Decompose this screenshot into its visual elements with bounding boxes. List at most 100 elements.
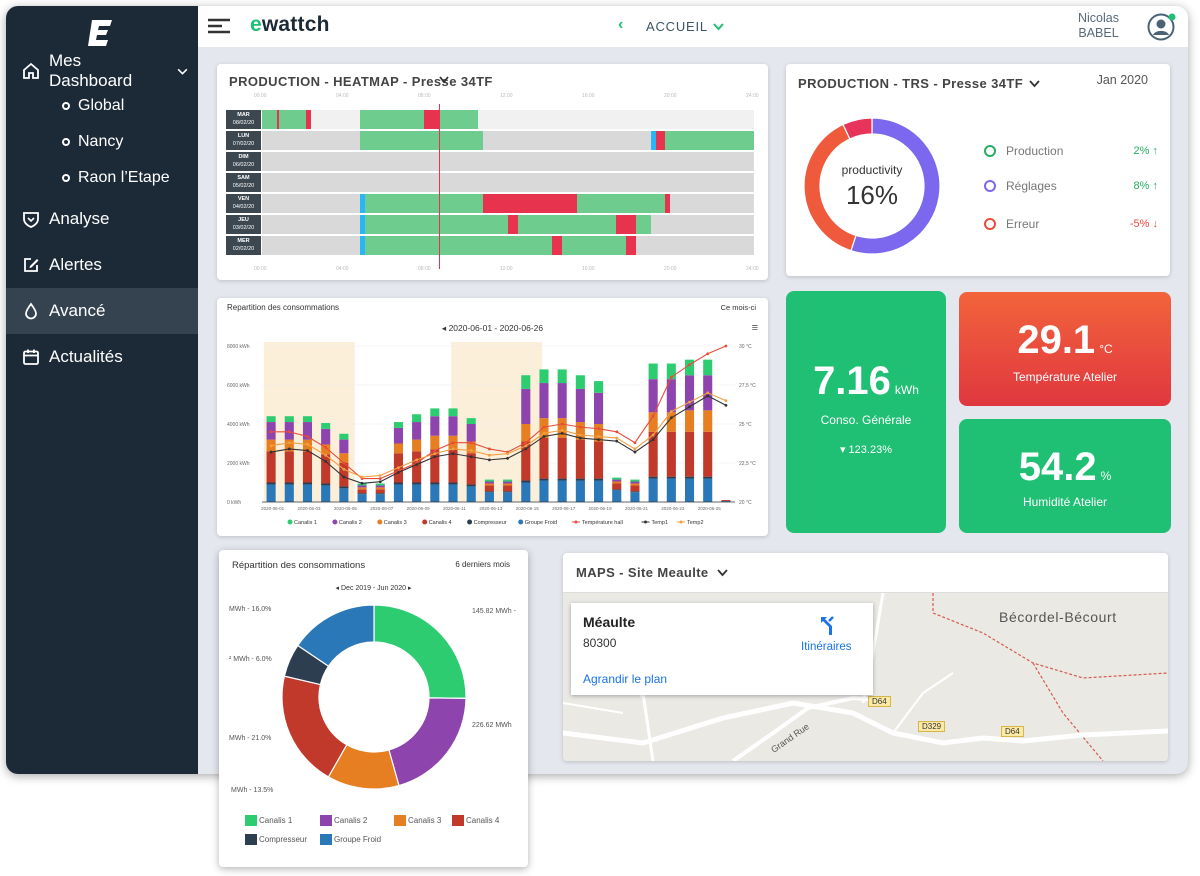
heatmap-day-label: LUN 07/02/20 (226, 131, 261, 150)
donut-slice-production (842, 117, 873, 140)
ewattch-logo-icon[interactable] (88, 18, 114, 48)
bar-segment (521, 482, 531, 502)
chart-menu-icon[interactable]: ≡ (751, 322, 758, 334)
trs-center-label: productivity (841, 163, 903, 177)
heatmap-row[interactable] (262, 194, 754, 213)
conso-period-button[interactable]: Ce mois-ci (720, 303, 756, 312)
bar-segment (448, 484, 458, 502)
logo-accent: e (250, 13, 262, 36)
bar-segment (484, 492, 494, 502)
bar-segment (648, 363, 658, 380)
heatmap-row[interactable] (262, 131, 754, 150)
bar-segment (302, 482, 313, 485)
pie-period[interactable]: 6 derniers mois (455, 560, 510, 569)
sidebar-subitem-label: Raon l’Etape (78, 169, 170, 186)
donut-slice-groupe-froid (296, 604, 375, 668)
sidebar-item-label: Analyse (49, 209, 110, 228)
hour-tick: 20:00 (664, 266, 677, 272)
arrow-up-icon: ↑ (1152, 180, 1159, 192)
pie-legend-item[interactable]: Canalis 2 (320, 815, 367, 826)
heatmap-day-label: SAM 05/02/20 (226, 173, 261, 192)
chevron-down-icon[interactable] (439, 76, 449, 84)
line-point (542, 425, 546, 429)
bar-segment (466, 486, 476, 502)
road-badge: D64 (868, 696, 891, 707)
pie-legend-item[interactable]: Groupe Froid (320, 834, 381, 845)
avatar-icon[interactable] (1147, 12, 1177, 42)
sidebar-item-analyse[interactable]: Analyse (6, 197, 198, 241)
caret-right-icon[interactable]: ▸ (407, 585, 412, 592)
legend-swatch (467, 519, 473, 525)
hour-tick: 24:00 (746, 93, 759, 99)
line-point (597, 427, 600, 431)
bar-segment (357, 494, 367, 502)
bar-segment (703, 431, 713, 477)
map-directions-link[interactable]: Itinéraires (801, 641, 852, 653)
shield-icon (23, 212, 39, 228)
line-point (342, 467, 346, 471)
bullet-icon (62, 102, 70, 110)
pie-legend-item[interactable]: Canalis 4 (452, 815, 499, 826)
heatmap-title: PRODUCTION - HEATMAP - Presse 34TF (229, 74, 493, 89)
bar-segment (703, 478, 713, 502)
sidebar-item-label: Mes Dashboard (49, 51, 133, 90)
legend-label: Compresseur (259, 835, 308, 844)
bar-segment (521, 375, 531, 389)
sidebar-subitem-raon[interactable]: Raon l’Etape (62, 169, 170, 187)
heatmap-row[interactable] (262, 215, 754, 234)
trs-row-value-text: 2% (1133, 145, 1150, 157)
line-point (633, 441, 637, 445)
trs-row-erreur: Erreur -5% ↓ (984, 217, 1158, 231)
bar-segment (321, 483, 331, 486)
day-name: SAM (237, 175, 250, 181)
nav-center[interactable]: ACCUEIL (646, 19, 724, 34)
bar-segment (375, 487, 385, 490)
bar-segment (612, 483, 622, 490)
map-enlarge-link[interactable]: Agrandir le plan (583, 672, 668, 686)
caret-left-icon[interactable]: ◂ (335, 585, 340, 592)
trs-row-label: Réglages (1006, 179, 1057, 193)
legend-label: Groupe Froid (334, 835, 382, 844)
bar-segment (430, 449, 440, 483)
heatmap-cell (655, 131, 666, 150)
bar-segment (266, 482, 276, 485)
bar-segment (321, 428, 331, 445)
caret-left-icon[interactable]: ◂ (441, 323, 447, 333)
pie-legend-item[interactable]: Canalis 1 (245, 815, 292, 826)
bar-segment (557, 480, 567, 502)
heatmap-day-label: MAR 08/02/20 (226, 110, 261, 129)
conso-range[interactable]: ◂ 2020-06-01 - 2020-06-26 (217, 323, 768, 334)
sidebar-subitem-nancy[interactable]: Nancy (62, 133, 123, 151)
sidebar-item-dashboard[interactable]: Mes Dashboard (6, 49, 198, 93)
maps-card: MAPS - Site Meaulte Bécordel-Bécourt D64… (563, 553, 1168, 761)
directions-icon[interactable] (818, 615, 836, 635)
sidebar-item-actualites[interactable]: Actualités (6, 335, 198, 379)
nav-back-button[interactable]: ‹ (618, 16, 624, 33)
pie-donut-chart (281, 604, 467, 790)
line-point (433, 455, 437, 459)
sidebar-item-avance[interactable]: Avancé (6, 288, 198, 334)
user-name[interactable]: Nicolas BABEL (1078, 11, 1119, 41)
heatmap-row[interactable] (262, 236, 754, 255)
bar-segment (375, 493, 385, 495)
sidebar-subitem-global[interactable]: Global (62, 97, 124, 115)
heatmap-row[interactable] (262, 173, 754, 192)
bar-segment (630, 491, 640, 493)
pie-legend-item[interactable]: Canalis 3 (394, 815, 441, 826)
kpi-label: Humidité Atelier (1022, 495, 1108, 509)
map-info-box: Méaulte 80300 Agrandir le plan Itinérair… (571, 603, 873, 695)
maps-title-dropdown[interactable]: MAPS - Site Meaulte (576, 565, 728, 580)
sidebar-item-alertes[interactable]: Alertes (6, 243, 198, 287)
chevron-down-icon (716, 569, 728, 577)
heatmap-row[interactable] (262, 152, 754, 171)
menu-icon[interactable] (207, 18, 231, 34)
legend-swatch (452, 815, 464, 826)
trs-title-dropdown[interactable]: PRODUCTION - TRS - Presse 34TF (798, 76, 1040, 91)
bar-segment (357, 487, 367, 490)
pie-range[interactable]: ◂ Dec 2019 - Jun 2020 ▸ (219, 584, 528, 592)
heatmap-row[interactable] (262, 110, 754, 129)
pie-legend-item[interactable]: Compresseur (245, 834, 307, 845)
kpi-unit: % (1100, 469, 1112, 483)
line-point (269, 430, 273, 434)
app-logo-text[interactable]: ewattch (250, 13, 330, 37)
